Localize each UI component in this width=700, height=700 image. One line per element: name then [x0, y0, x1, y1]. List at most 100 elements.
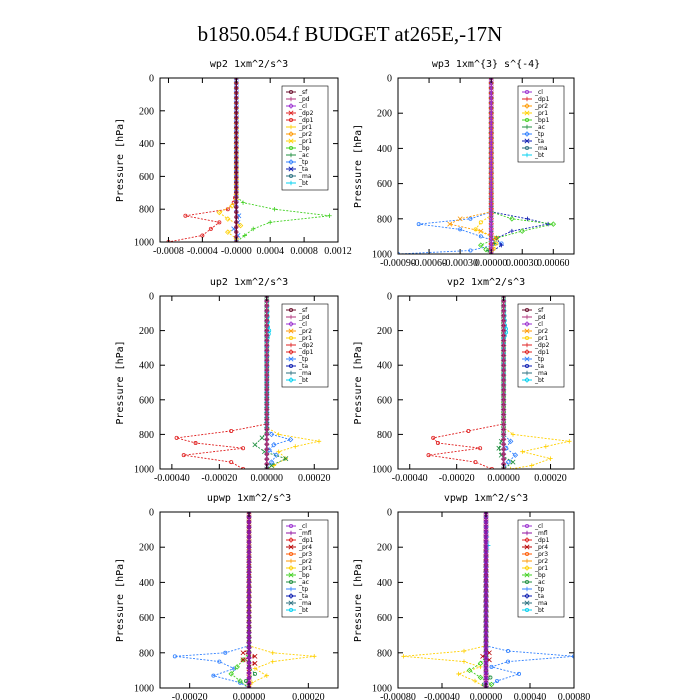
- series-point-bp1: [509, 216, 515, 222]
- series-point-cl: [488, 78, 494, 81]
- series-point-bp: [237, 678, 243, 684]
- series-point-sf: [234, 125, 239, 130]
- legend-label: _cl: [298, 321, 307, 328]
- legend-marker: [288, 118, 293, 123]
- series-point-mfl: [246, 619, 252, 626]
- legend-marker: [525, 145, 530, 150]
- series-point-sf: [234, 170, 239, 175]
- legend-label: _dp1: [298, 117, 314, 124]
- series-point-pr4: [246, 512, 252, 515]
- x-tick-label: -0.00040: [154, 473, 190, 484]
- series-point-cl: [488, 251, 494, 254]
- panel-title: up2 1xm^2/s^3: [210, 277, 288, 288]
- legend: _cl_mfl_dp1_pr4_pr3_pr2_pr1_bp_ac_tp_ta_…: [517, 519, 565, 618]
- series-point-mfl: [483, 549, 489, 555]
- legend-marker: [288, 314, 294, 320]
- legend-marker: [288, 572, 294, 578]
- series-point-pr2: [493, 235, 499, 241]
- series-point-sf: [234, 205, 239, 210]
- legend-label: _pr4: [298, 544, 312, 551]
- legend-label: _ta: [298, 166, 308, 173]
- y-tick-label: 400: [377, 361, 392, 372]
- series-point-mfl: [246, 629, 252, 636]
- series-point-pr2: [457, 216, 463, 222]
- x-tick-label: 0.0008: [290, 246, 318, 257]
- plot-frame: [397, 295, 575, 470]
- series-line-tp: [174, 512, 250, 688]
- legend-marker: [288, 335, 293, 340]
- legend-label: _bt: [534, 377, 545, 384]
- series-point-mfl: [246, 564, 252, 571]
- legend-label: _pd: [298, 96, 310, 103]
- legend-marker: [288, 530, 294, 536]
- y-tick-label: 0: [149, 74, 154, 85]
- chart-panel-3: up2 1xm^2/s^3 Pressure [hPa] 0 200 400 600 800…: [115, 277, 339, 484]
- x-tick-label: -0.0004: [187, 246, 218, 257]
- series-point-mfl: [246, 675, 252, 681]
- series-point-bp1: [519, 228, 526, 234]
- plot-area: [426, 296, 572, 469]
- series-point-bp: [242, 233, 247, 238]
- series-point-mfl: [483, 589, 489, 595]
- y-tick-label: 600: [139, 613, 154, 624]
- series-point-pr1: [270, 650, 275, 655]
- legend-marker: [288, 608, 293, 613]
- legend-marker: [524, 103, 530, 109]
- series-point-sf: [234, 130, 239, 135]
- series-point-mfl: [483, 600, 489, 605]
- legend-marker: [288, 124, 294, 130]
- legend-marker: [288, 96, 294, 102]
- series-line-dp2: [176, 296, 268, 469]
- legend-label: _pr1: [298, 124, 312, 131]
- series-point-mfl: [483, 544, 489, 550]
- x-tick-label: 0.00030: [506, 258, 539, 269]
- legend-label: _ta: [534, 363, 544, 370]
- legend-marker: [288, 593, 294, 599]
- x-tick-label: 0.00020: [298, 473, 331, 484]
- series-point-mfl: [483, 645, 489, 651]
- legend-label: _pr2: [298, 328, 312, 335]
- series-point-cl: [488, 80, 494, 86]
- series-point-mfl: [483, 620, 489, 626]
- series-point-mfl: [246, 614, 252, 621]
- legend-marker: [288, 110, 294, 116]
- legend-marker: [288, 90, 293, 95]
- legend-marker: [525, 524, 530, 529]
- x-tick-label: 0.00000: [233, 692, 266, 700]
- plot-area: [174, 296, 322, 469]
- plot-frame: [159, 295, 339, 470]
- legend-label: _dp1: [534, 349, 550, 356]
- series-point-bp: [228, 671, 234, 677]
- legend-marker: [288, 377, 294, 383]
- y-tick-label: 400: [139, 139, 154, 150]
- series-point-tp: [268, 459, 275, 465]
- legend-label: _ta: [298, 363, 308, 370]
- legend-label: _dp1: [534, 96, 550, 103]
- series-point-pr1: [252, 666, 258, 671]
- legend-marker: [288, 180, 294, 186]
- series-point-bp1: [483, 246, 489, 253]
- series-point-pr1: [461, 659, 467, 664]
- series-point-tp: [468, 248, 473, 253]
- legend-label: _bt: [534, 152, 545, 159]
- series-point-pr1: [225, 229, 231, 235]
- series-point-dp2: [478, 446, 483, 451]
- legend-marker: [288, 552, 293, 557]
- series-point-pr4: [252, 660, 258, 666]
- x-tick-label: -0.00080: [380, 692, 416, 700]
- series-point-cl: [488, 201, 494, 207]
- series-point-tp: [478, 234, 483, 239]
- legend-marker: [288, 138, 294, 144]
- series-point-dp2: [466, 428, 471, 433]
- series-line-bp1: [479, 78, 554, 254]
- series-point-mfl: [246, 655, 252, 661]
- series-point-pr1: [276, 432, 281, 437]
- series-point-cl: [488, 196, 494, 202]
- series-point-mfl: [246, 639, 252, 646]
- series-point-bp1: [478, 242, 484, 248]
- series-point-tp: [458, 227, 463, 232]
- series-point-ta: [509, 228, 515, 234]
- series-point-mfl: [246, 544, 252, 550]
- series-point-bp: [327, 213, 332, 218]
- legend-label: _ma: [534, 370, 548, 377]
